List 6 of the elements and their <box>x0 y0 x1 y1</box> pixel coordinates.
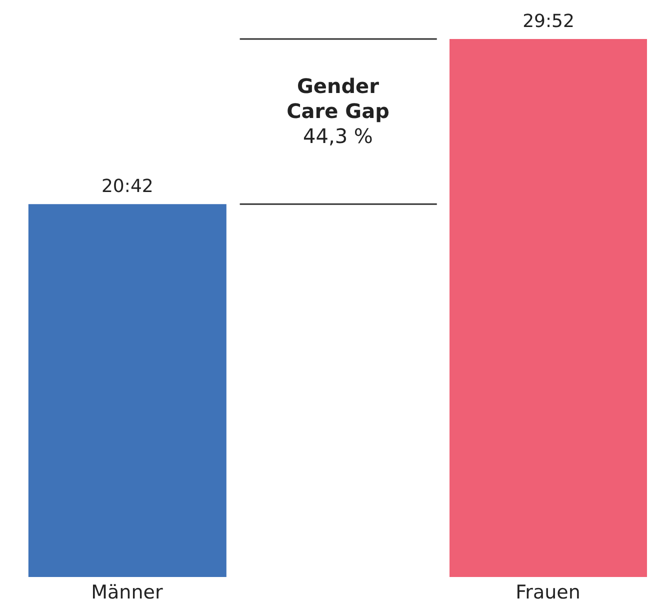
annotation: 44,3 % <box>302 124 374 149</box>
data-label: 20:42 <box>101 176 154 198</box>
x-tick-label: Männer <box>91 581 163 604</box>
data-label: 29:52 <box>522 11 574 32</box>
x-tick-label: Frauen <box>516 581 580 604</box>
annotation: Gender Care Gap <box>286 74 390 124</box>
